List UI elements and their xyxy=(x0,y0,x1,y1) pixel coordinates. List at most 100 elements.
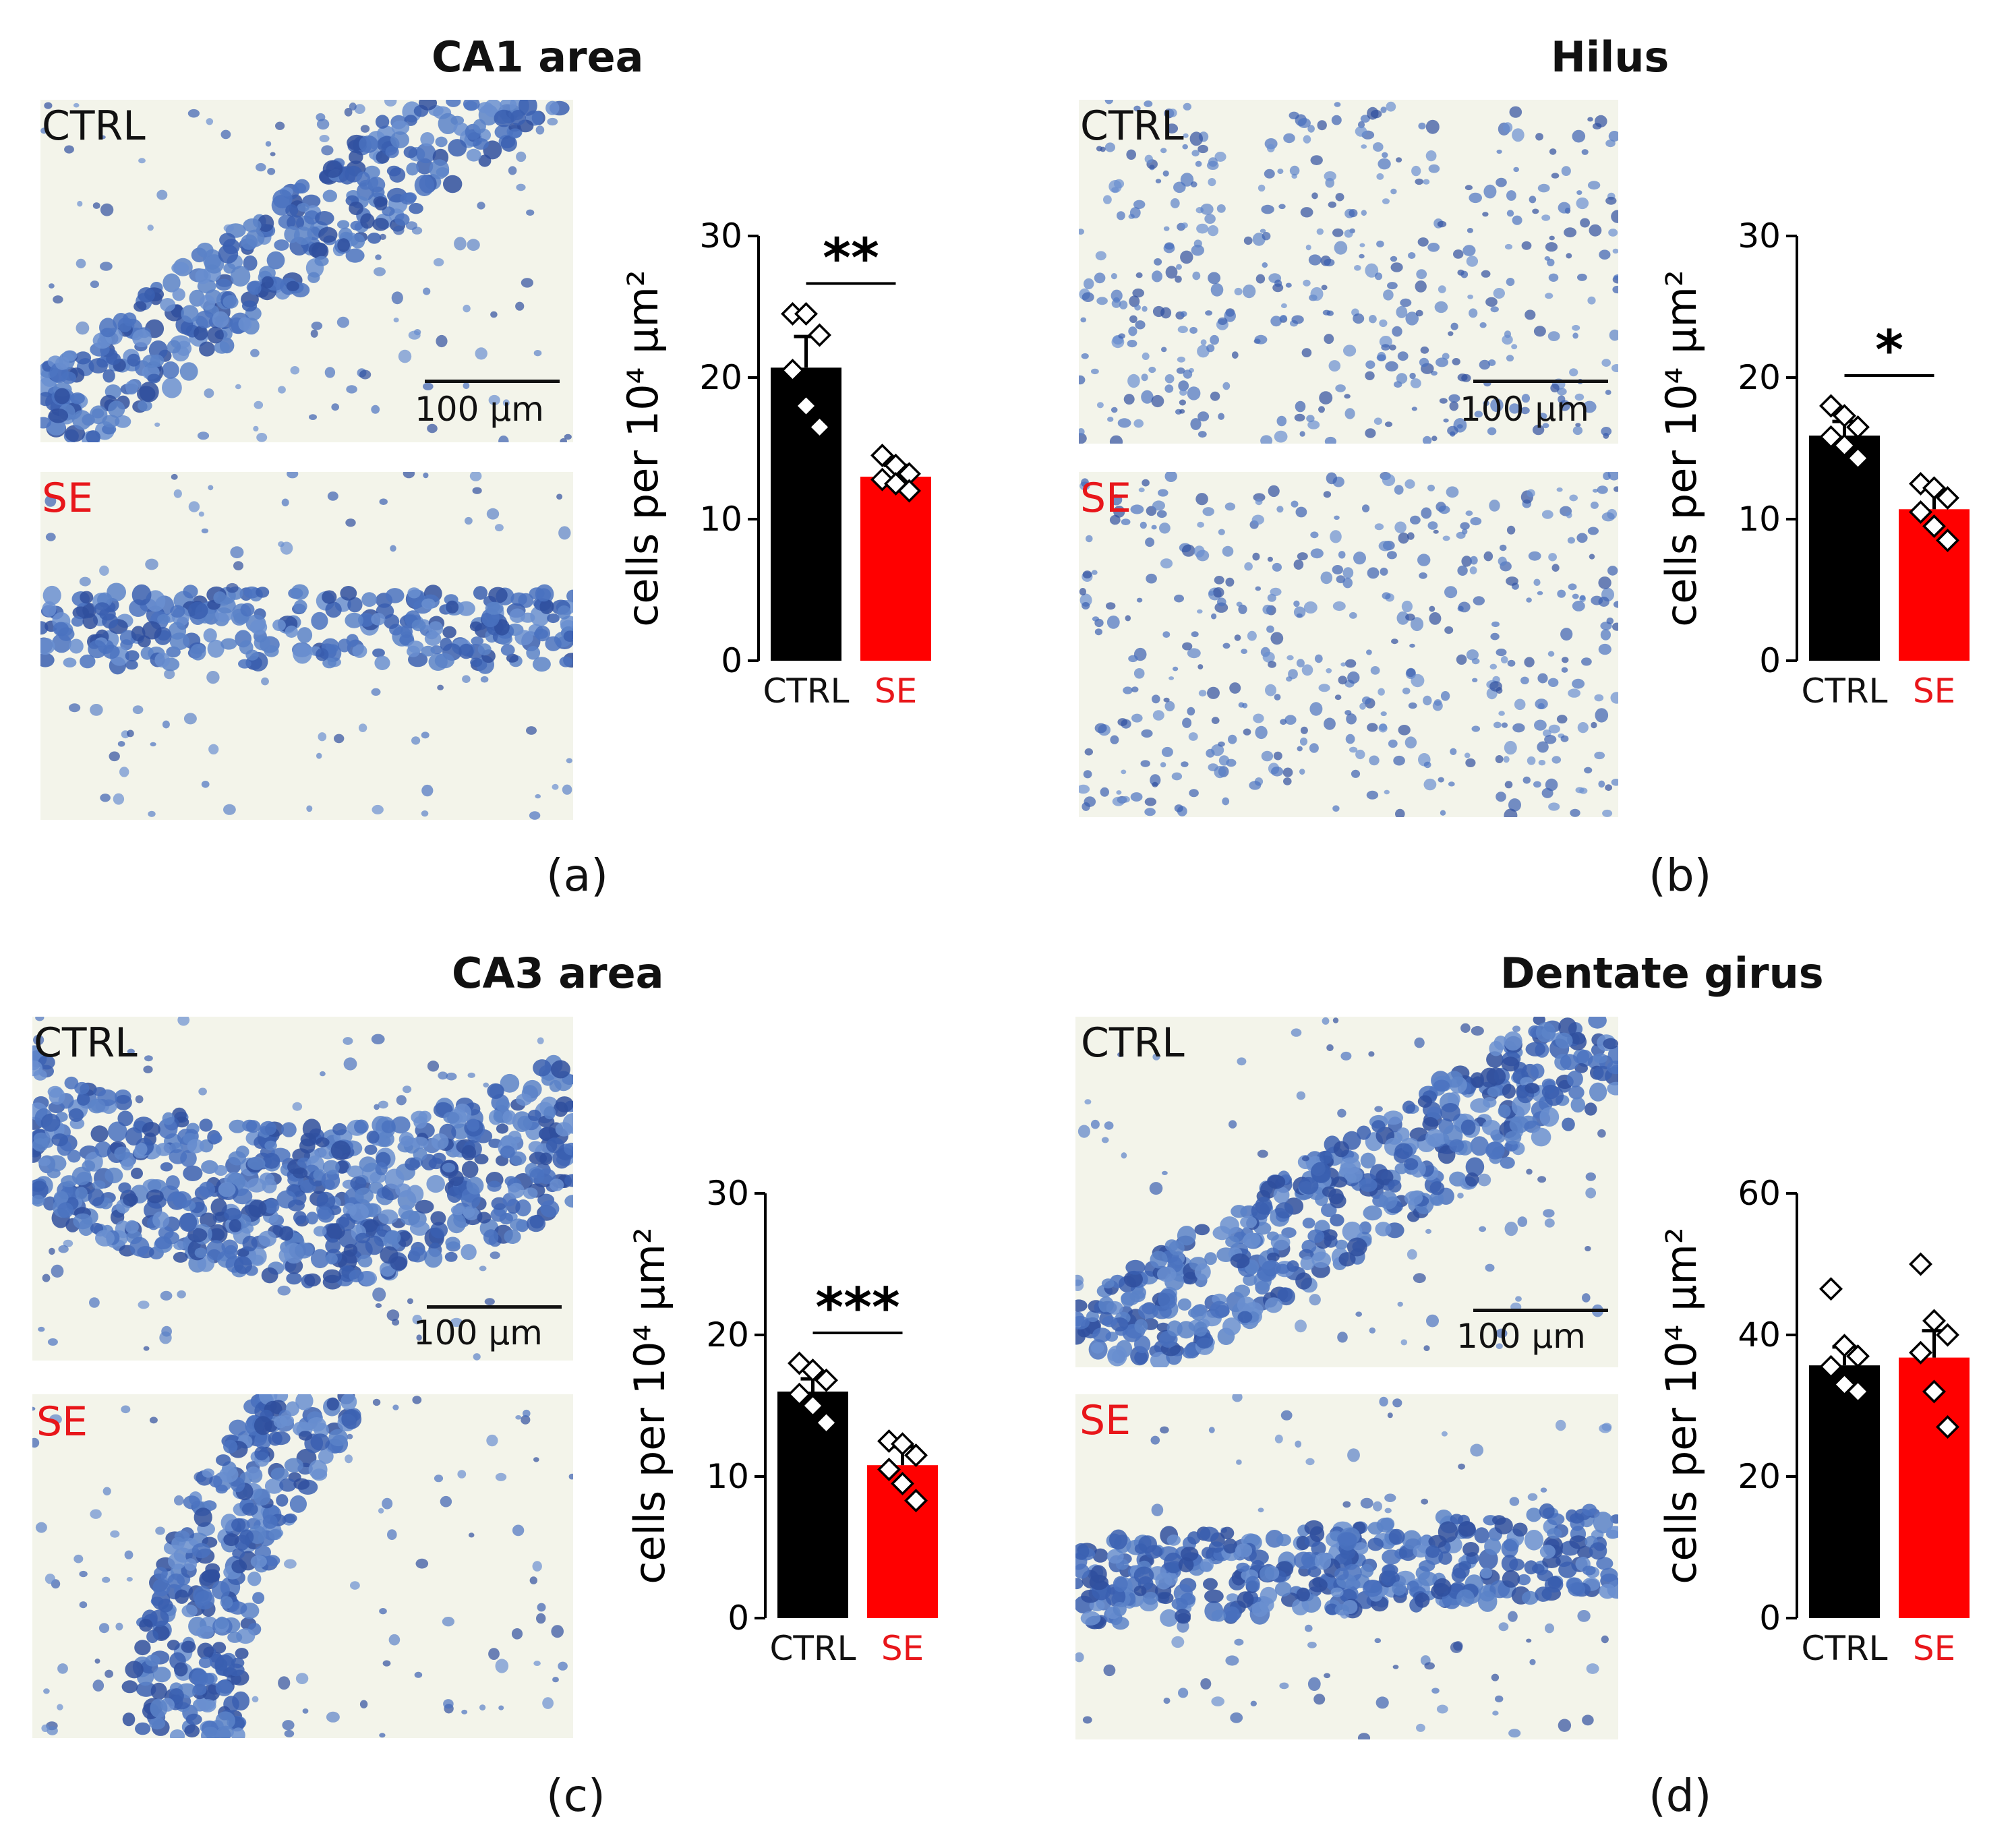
scale-label: 100 µm xyxy=(1460,390,1589,429)
micrograph-texture xyxy=(32,1017,573,1361)
micrograph-texture xyxy=(40,472,573,820)
y-tick-label: 30 xyxy=(1738,216,1781,256)
data-point xyxy=(1819,394,1843,418)
x-tick-label: CTRL xyxy=(763,672,849,711)
micrograph-se: SE xyxy=(1079,472,1618,817)
data-point xyxy=(1922,514,1946,538)
data-point xyxy=(815,1410,838,1435)
y-tick-label: 20 xyxy=(706,1315,749,1354)
se-label: SE xyxy=(1080,475,1131,522)
micrograph-ctrl: CTRL 100 µm xyxy=(40,100,573,442)
panel-title: Dentate girus xyxy=(1500,949,1824,998)
y-tick-label: 20 xyxy=(1738,358,1781,397)
ctrl-label: CTRL xyxy=(42,102,146,150)
scale-bar xyxy=(425,380,560,383)
panel-letter: (a) xyxy=(546,850,608,901)
scale-bar xyxy=(1473,380,1608,383)
bar-se xyxy=(860,477,931,661)
bar-chart-a: cells per 10⁴ µm² 0 10 20 30 CTRL SE ** xyxy=(618,216,931,711)
bar-chart-c: cells per 10⁴ µm² 0 10 20 30 CTRL SE *** xyxy=(625,1174,938,1668)
se-label: SE xyxy=(36,1398,88,1445)
y-tick-label: 0 xyxy=(1759,641,1781,680)
y-tick-label: 10 xyxy=(699,500,742,539)
significance-marker: *** xyxy=(815,1276,900,1339)
scale-bar xyxy=(1473,1309,1608,1312)
panel-letter: (d) xyxy=(1649,1770,1712,1822)
data-point xyxy=(1936,486,1959,510)
data-point xyxy=(808,323,831,347)
y-tick-label: 30 xyxy=(706,1174,749,1213)
data-point xyxy=(815,1368,838,1392)
data-point xyxy=(794,302,818,326)
y-axis-label: cells per 10⁴ µm² xyxy=(1657,270,1706,627)
ctrl-label: CTRL xyxy=(1080,102,1184,150)
y-tick-label: 20 xyxy=(699,358,742,397)
data-point xyxy=(1819,1354,1843,1379)
data-point xyxy=(1833,404,1856,428)
data-point xyxy=(1846,1379,1870,1404)
panel-letter: (c) xyxy=(546,1770,605,1822)
data-point xyxy=(1909,1340,1932,1365)
bar-chart-d: cells per 10⁴ µm² 0 20 40 60 CTRL SE xyxy=(1657,1174,1970,1668)
scale-label: 100 µm xyxy=(1456,1317,1586,1356)
y-axis-label: cells per 10⁴ µm² xyxy=(1657,1227,1706,1584)
scale-label: 100 µm xyxy=(415,390,544,429)
x-tick-label: CTRL xyxy=(1801,672,1887,711)
data-point xyxy=(1846,415,1870,439)
x-tick-label: CTRL xyxy=(1801,1629,1887,1668)
micrograph-texture xyxy=(1079,472,1618,817)
x-tick-label: SE xyxy=(875,672,917,711)
x-tick-label: CTRL xyxy=(769,1629,856,1668)
data-point xyxy=(870,444,894,467)
significance-marker: ** xyxy=(823,227,879,290)
data-point xyxy=(1936,529,1959,552)
bar-ctrl xyxy=(1809,1365,1880,1618)
micrograph-texture xyxy=(1075,1017,1618,1367)
data-point xyxy=(1922,1379,1946,1404)
data-point xyxy=(808,415,831,439)
panel-title: Hilus xyxy=(1551,32,1669,82)
scale-label: 100 µm xyxy=(413,1313,543,1352)
scale-bar xyxy=(427,1305,562,1309)
bar-ctrl xyxy=(777,1392,848,1618)
y-axis-label: cells per 10⁴ µm² xyxy=(618,270,668,627)
x-tick-label: SE xyxy=(1913,672,1955,711)
data-point xyxy=(801,1359,825,1382)
data-point xyxy=(897,479,921,503)
x-tick-label: SE xyxy=(1913,1629,1955,1668)
bar-chart-b: cells per 10⁴ µm² 0 10 20 30 CTRL SE * xyxy=(1657,216,1970,711)
data-point xyxy=(801,1394,825,1418)
data-point xyxy=(891,1432,914,1456)
data-point xyxy=(781,359,804,382)
data-point xyxy=(891,1472,914,1495)
micrograph-texture xyxy=(1079,100,1618,444)
ctrl-label: CTRL xyxy=(1081,1019,1185,1067)
data-point xyxy=(1922,476,1946,500)
y-tick-label: 0 xyxy=(1759,1599,1781,1638)
data-point xyxy=(1833,1334,1856,1358)
y-tick-label: 60 xyxy=(1738,1174,1781,1213)
data-point xyxy=(1846,1344,1870,1368)
micrograph-texture xyxy=(1075,1394,1618,1739)
panel-letter: (b) xyxy=(1649,850,1712,901)
ctrl-label: CTRL xyxy=(34,1019,138,1067)
y-tick-label: 10 xyxy=(706,1457,749,1496)
micrograph-se: SE xyxy=(1075,1394,1618,1739)
data-point xyxy=(904,1443,928,1467)
x-tick-label: SE xyxy=(881,1629,924,1668)
y-tick-label: 30 xyxy=(699,216,742,256)
data-point xyxy=(1909,500,1932,524)
micrograph-ctrl: CTRL 100 µm xyxy=(1079,100,1618,444)
panel-title: CA3 area xyxy=(452,949,664,998)
y-axis-label: cells per 10⁴ µm² xyxy=(625,1227,674,1584)
data-point xyxy=(1819,1277,1843,1301)
se-label: SE xyxy=(1079,1397,1131,1444)
data-point xyxy=(788,1382,811,1406)
data-point xyxy=(1833,434,1856,458)
micrograph-se: SE xyxy=(32,1394,573,1738)
y-tick-label: 0 xyxy=(721,641,742,680)
data-point xyxy=(794,394,818,418)
data-point xyxy=(877,1458,901,1481)
data-point xyxy=(1909,1252,1932,1276)
data-point xyxy=(904,1489,928,1513)
